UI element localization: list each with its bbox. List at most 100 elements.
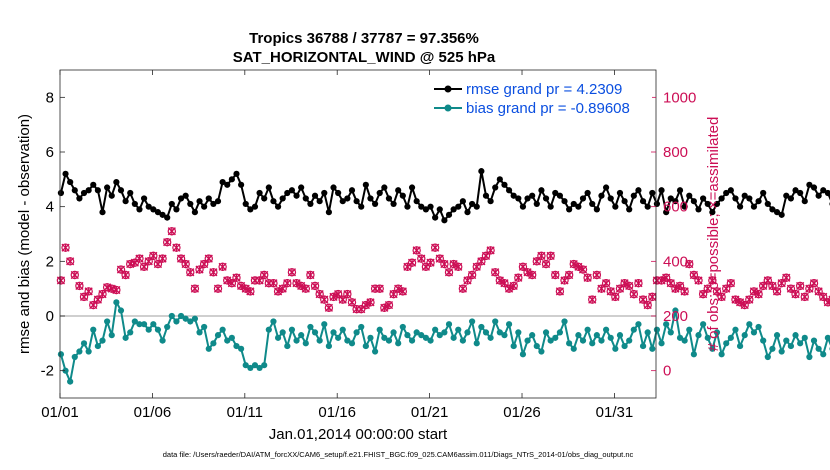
obs-assimilated-point xyxy=(98,290,107,299)
obs-assimilated-point xyxy=(112,285,121,295)
rmse-point xyxy=(663,209,670,216)
bias-point xyxy=(589,340,596,347)
bias-point xyxy=(709,345,716,352)
rmse-point xyxy=(755,198,762,205)
obs-assimilated-point xyxy=(380,303,389,312)
y-right-tick-label: 800 xyxy=(663,144,688,161)
bias-point xyxy=(311,329,319,336)
obs-assimilated-point xyxy=(823,298,830,307)
obs-assimilated-point xyxy=(565,270,574,280)
obs-assimilated-point xyxy=(61,243,70,252)
rmse-point xyxy=(579,195,587,202)
obs-assimilated-point xyxy=(578,265,588,274)
rmse-point xyxy=(524,195,531,202)
obs-assimilated-point xyxy=(273,287,283,296)
obs-assimilated-point xyxy=(791,290,800,299)
rmse-point xyxy=(482,192,490,199)
rmse-point xyxy=(228,176,235,183)
obs-assimilated-point xyxy=(269,279,278,288)
obs-assimilated-point xyxy=(772,287,782,296)
bias-point xyxy=(690,351,697,358)
bias-point xyxy=(219,326,226,333)
obs-assimilated-point xyxy=(809,279,819,288)
bias-point xyxy=(154,326,162,333)
rmse-point xyxy=(519,203,527,210)
bias-point xyxy=(566,340,573,347)
bias-point xyxy=(399,323,406,331)
obs-assimilated-point xyxy=(537,251,546,260)
bias-point xyxy=(801,334,808,341)
bias-point xyxy=(496,329,503,336)
bias-point xyxy=(649,345,656,352)
rmse-point xyxy=(824,189,830,197)
rmse-point xyxy=(344,195,351,202)
bias-point xyxy=(117,307,125,314)
rmse-point xyxy=(385,195,393,202)
rmse-point xyxy=(566,206,573,213)
bias-point xyxy=(136,321,143,328)
y-left-tick-label: 2 xyxy=(46,253,54,270)
bias-point xyxy=(783,337,790,344)
bias-point xyxy=(598,337,605,344)
bias-point xyxy=(639,342,647,350)
bias-point xyxy=(533,342,540,350)
obs-assimilated-point xyxy=(731,295,740,304)
bias-point xyxy=(145,326,152,333)
bias-point xyxy=(233,342,240,350)
rmse-point xyxy=(214,198,222,205)
rmse-point xyxy=(325,209,332,216)
chart-title-line-1: Tropics 36788 / 37787 = 97.356% xyxy=(249,30,479,47)
bias-point xyxy=(820,351,827,358)
bias-point xyxy=(284,342,291,350)
bias-point xyxy=(482,329,490,336)
legend-bias-marker xyxy=(444,104,452,112)
bias-point xyxy=(653,326,661,333)
rmse-point xyxy=(279,195,286,202)
bias-point xyxy=(418,332,425,339)
rmse-point xyxy=(723,189,730,197)
rmse-point xyxy=(626,206,633,213)
rmse-point xyxy=(293,192,300,199)
rmse-point xyxy=(307,200,314,208)
bias-point xyxy=(473,340,480,347)
bias-point xyxy=(390,329,397,336)
rmse-point xyxy=(99,209,106,216)
obs-assimilated-point xyxy=(625,281,634,291)
rmse-point xyxy=(274,203,282,210)
bias-point xyxy=(413,329,420,336)
bias-point xyxy=(723,340,730,347)
rmse-point xyxy=(505,187,513,194)
rmse-point xyxy=(713,200,721,208)
bias-point xyxy=(505,321,513,328)
bias-point xyxy=(353,329,360,336)
rmse-point xyxy=(561,198,568,205)
obs-assimilated-point xyxy=(149,251,158,260)
bias-point xyxy=(778,348,785,355)
bias-point xyxy=(321,321,328,328)
bias-point xyxy=(561,318,568,325)
bias-point xyxy=(672,307,679,314)
rmse-point xyxy=(408,184,416,191)
obs-assimilated-point xyxy=(657,276,666,285)
rmse-point xyxy=(422,206,430,213)
rmse-point xyxy=(316,198,323,205)
rmse-point xyxy=(778,211,785,218)
rmse-point xyxy=(85,187,92,194)
bias-point xyxy=(422,334,430,341)
obs-assimilated-point xyxy=(528,270,537,280)
rmse-point xyxy=(538,187,545,194)
bias-point xyxy=(113,299,120,306)
bias-point xyxy=(99,337,106,344)
rmse-point xyxy=(62,170,69,177)
rmse-point xyxy=(459,198,466,205)
chart-title-line-2: SAT_HORIZONTAL_WIND @ 525 hPa xyxy=(233,49,496,66)
rmse-point xyxy=(339,198,346,205)
bias-point xyxy=(519,351,527,358)
obs-assimilated-point xyxy=(602,279,611,288)
rmse-point xyxy=(584,189,591,197)
bias-point xyxy=(362,342,369,350)
obs-assimilated-point xyxy=(629,290,638,299)
rmse-point xyxy=(445,211,453,218)
bias-point xyxy=(358,323,365,331)
rmse-point xyxy=(441,217,448,224)
